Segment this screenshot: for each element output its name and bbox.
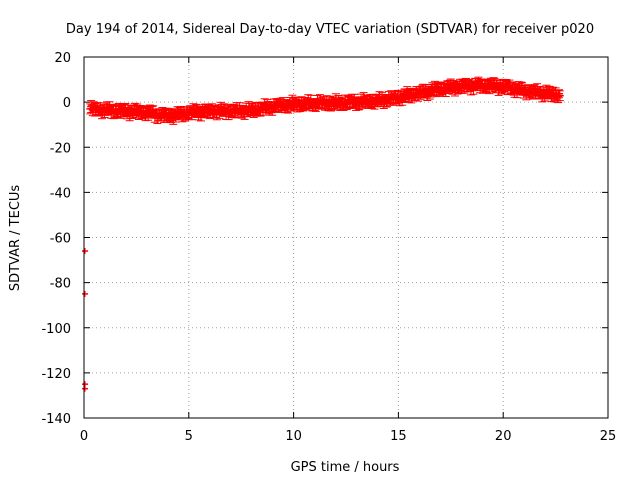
data-series-sdtvar [82, 76, 564, 392]
x-tick-label: 15 [390, 429, 407, 444]
y-tick-label: -40 [50, 186, 71, 201]
chart-title: Day 194 of 2014, Sidereal Day-to-day VTE… [66, 22, 594, 37]
grid [84, 57, 608, 418]
y-tick-label: -20 [50, 141, 71, 156]
y-tick-label: -100 [41, 322, 71, 337]
data-point [555, 90, 564, 102]
outlier-point [82, 385, 89, 392]
x-tick-label: 0 [80, 429, 88, 444]
y-tick-label: 0 [63, 96, 71, 111]
y-tick-label: 20 [54, 51, 71, 66]
outlier-point [82, 290, 89, 297]
x-tick-label: 20 [495, 429, 512, 444]
y-tick-label: -60 [50, 232, 71, 247]
axis-ticks: 0 5 10 15 20 25 20 0 -20 -40 -60 -80 -100 -120 -140 [41, 51, 616, 444]
x-tick-label: 25 [600, 429, 617, 444]
x-axis-label: GPS time / hours [291, 460, 400, 475]
y-tick-label: -80 [50, 277, 71, 292]
outlier-point [82, 248, 89, 255]
y-tick-label: -140 [41, 412, 71, 427]
y-axis-label: SDTVAR / TECUs [8, 185, 23, 292]
x-tick-label: 5 [185, 429, 193, 444]
y-tick-label: -120 [41, 367, 71, 382]
x-tick-label: 10 [285, 429, 302, 444]
